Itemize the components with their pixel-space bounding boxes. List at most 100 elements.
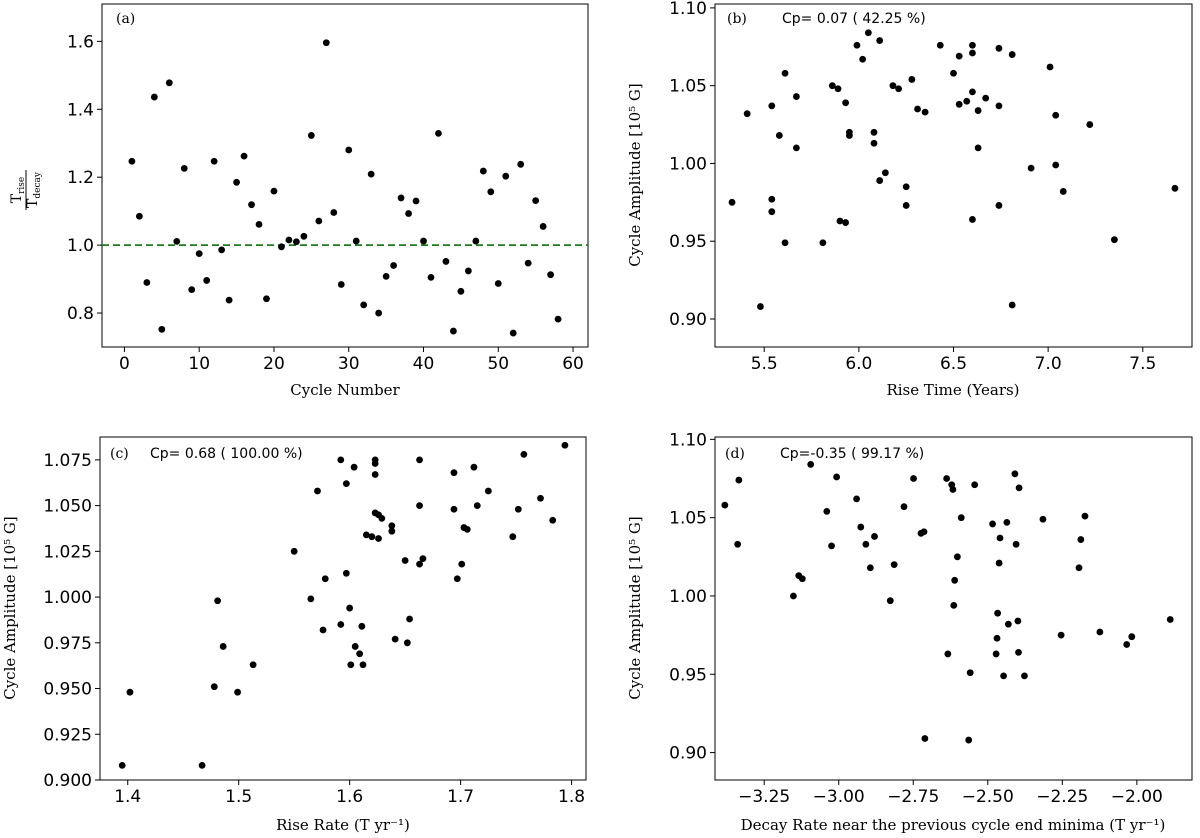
panel-a-data-point — [382, 272, 390, 280]
panel-b-data-point — [834, 85, 842, 93]
panel-c-data-point — [388, 527, 396, 535]
panel-b-data-point — [845, 132, 853, 139]
panel-b-data-point — [775, 132, 783, 139]
panel-c-data-point — [356, 650, 364, 658]
panel-b-data-point — [921, 108, 929, 116]
panel-d-data-point — [1015, 648, 1022, 656]
panel-b-data-point — [995, 202, 1003, 209]
panel-a-data-point — [150, 93, 158, 101]
svg-text:Trise: Trise — [9, 177, 27, 203]
panel-a-ylabel-num-sub: rise — [17, 177, 27, 194]
panel-b-data-point — [768, 208, 776, 216]
panel-b-y-tick-label: 0.90 — [669, 310, 707, 330]
svg-text:Tdecay: Tdecay — [25, 171, 43, 208]
panel-c-y-tick-label: 0.975 — [43, 634, 92, 654]
panel-b-label: (b) — [727, 11, 747, 27]
panel-b-data-point — [955, 52, 963, 60]
panel-c-x-axis-label: Rise Rate (T yr⁻¹) — [276, 816, 410, 834]
panel-b-data-point — [1027, 164, 1035, 172]
panel-b-data-point — [881, 169, 889, 177]
panel-d-data-point — [798, 575, 806, 583]
panel-b-data-point — [792, 144, 800, 152]
panel-a-data-point — [330, 209, 338, 216]
panel-a-data-point — [195, 250, 203, 258]
panel-b-data-point — [974, 144, 982, 152]
panel-d-data-point — [1081, 512, 1089, 520]
panel-c-data-point — [337, 621, 345, 628]
panel-a-x-tick-label: 20 — [263, 354, 285, 374]
panel-a-data-point — [494, 280, 502, 287]
panel-b-data-point — [836, 217, 844, 225]
panel-d-data-point — [735, 476, 743, 484]
panel-b-data-point — [1086, 121, 1094, 128]
panel-d-data-point — [910, 475, 917, 482]
panel-d-data-point — [1000, 672, 1007, 680]
panel-d-data-point — [995, 559, 1003, 567]
panel-b-data-point — [1008, 51, 1016, 58]
panel-d-data-point — [823, 507, 831, 515]
panel-b-data-point — [757, 303, 764, 310]
panel-a-data-point — [554, 315, 562, 323]
panel-c: 1.4 1.5 1.6 1.7 1.8 0.900 0.925 0.950 0.975 1.000… — [1, 436, 587, 834]
panel-c-data-point — [537, 494, 544, 502]
panel-d-x-tick-label: −3.25 — [738, 787, 790, 807]
panel-d-data-point — [921, 735, 929, 742]
panel-c-data-point — [249, 661, 257, 669]
panel-d-y-tick-label: 1.00 — [669, 587, 707, 607]
panel-a-y-tick-label: 1.4 — [67, 100, 94, 120]
panel-c-data-point — [371, 460, 379, 467]
panel-d-data-point — [1128, 633, 1136, 641]
panel-a: 0 10 20 30 40 50 60 0.8 1.0 1.2 1.4 1.6 (a) Cycle N… — [9, 3, 589, 399]
panel-d-y-tick-label: 1.10 — [669, 430, 707, 450]
panel-b-data-point — [902, 183, 910, 191]
panel-c-data-point — [391, 635, 399, 643]
panel-c-data-point — [210, 683, 218, 691]
panel-d-data-point — [857, 523, 865, 531]
panel-d-data-point — [1057, 631, 1065, 639]
panel-d-data-point — [886, 597, 894, 605]
panel-a-data-point — [420, 237, 427, 245]
panel-a-data-point — [210, 157, 218, 165]
panel-a-data-point — [278, 243, 285, 251]
panel-b-data-point — [995, 44, 1003, 52]
panel-d-data-point — [1011, 470, 1019, 478]
panel-c-data-point — [463, 525, 471, 533]
panel-c-data-point — [416, 502, 423, 509]
panel-d-data-point — [900, 503, 908, 511]
panel-d-data-point — [943, 475, 951, 482]
panel-c-data-point — [470, 463, 478, 471]
panel-b-data-point — [842, 219, 850, 226]
panel-a-data-point — [472, 237, 480, 245]
panel-d-data-point — [1075, 564, 1083, 572]
panel-a-data-point — [479, 167, 487, 175]
panel-c-y-tick-label: 1.025 — [43, 542, 92, 562]
panel-a-data-point — [337, 281, 345, 288]
panel-a-data-point — [502, 172, 510, 180]
panel-d-data-point — [1096, 628, 1104, 636]
panel-a-data-point — [375, 309, 383, 317]
panel-b-data-point — [982, 94, 990, 102]
panel-d-data-point — [1166, 616, 1174, 623]
panel-c-data-point — [198, 761, 206, 769]
panel-b-data-point — [768, 195, 776, 203]
panel-d-data-point — [989, 520, 996, 528]
panel-b-data-point — [828, 82, 836, 90]
panel-a-data-point — [367, 170, 375, 178]
panel-c-x-tick-label: 1.7 — [447, 787, 474, 807]
panel-a-x-tick-label: 0 — [119, 354, 130, 374]
panel-c-label: (c) — [110, 446, 129, 462]
panel-c-x-tick-label: 1.4 — [114, 787, 141, 807]
panel-a-x-tick-label: 10 — [188, 354, 210, 374]
panel-b-data-point — [908, 76, 916, 83]
panel-c-data-point — [351, 643, 359, 650]
panel-c-data-point — [473, 502, 481, 509]
panel-d-data-point — [1003, 518, 1011, 526]
panel-d-y-axis-label: Cycle Amplitude [10⁵ G] — [626, 516, 644, 700]
panel-b-y-tick-label: 1.00 — [669, 154, 707, 174]
panel-c-data-point — [359, 661, 367, 669]
panel-c-y-tick-label: 1.000 — [43, 588, 92, 608]
panel-a-x-tick-label: 30 — [338, 354, 360, 374]
panel-a-data-point — [203, 277, 211, 284]
panel-d-data-point — [1014, 617, 1022, 625]
panel-d-data-point — [1004, 620, 1012, 628]
